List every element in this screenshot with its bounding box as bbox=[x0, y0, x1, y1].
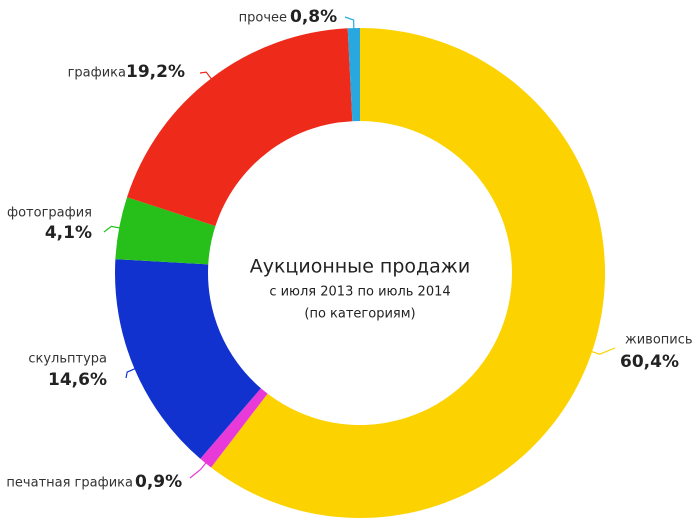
value-label: 60,4% bbox=[620, 352, 679, 372]
value-label: 14,6% bbox=[48, 370, 107, 390]
chart-note: (по категориям) bbox=[304, 307, 415, 322]
category-label: живопись bbox=[625, 333, 693, 348]
leader-line bbox=[103, 225, 123, 233]
donut-segment bbox=[115, 259, 261, 459]
chart-subtitle: с июля 2013 по июль 2014 bbox=[269, 285, 450, 300]
value-label: 0,8% bbox=[290, 7, 337, 27]
leader-line bbox=[189, 460, 208, 479]
donut-segment bbox=[347, 28, 360, 122]
leader-line bbox=[199, 71, 214, 82]
donut-segment bbox=[115, 197, 216, 265]
leader-line bbox=[344, 16, 355, 32]
category-label: фотография bbox=[7, 206, 92, 221]
leader-line bbox=[125, 367, 138, 379]
donut-segment bbox=[126, 28, 353, 227]
value-label: 4,1% bbox=[45, 223, 92, 243]
donut-segment bbox=[200, 388, 268, 468]
chart-title: Аукционные продажи bbox=[250, 256, 471, 278]
leader-line bbox=[589, 347, 616, 355]
value-label: 19,2% bbox=[126, 62, 185, 82]
category-label: скульптура bbox=[28, 352, 107, 367]
category-label: печатная графика bbox=[6, 476, 133, 491]
category-label: графика bbox=[68, 66, 126, 81]
category-label: прочее bbox=[239, 11, 287, 26]
donut-segment bbox=[211, 28, 606, 518]
value-label: 0,9% bbox=[135, 472, 182, 492]
